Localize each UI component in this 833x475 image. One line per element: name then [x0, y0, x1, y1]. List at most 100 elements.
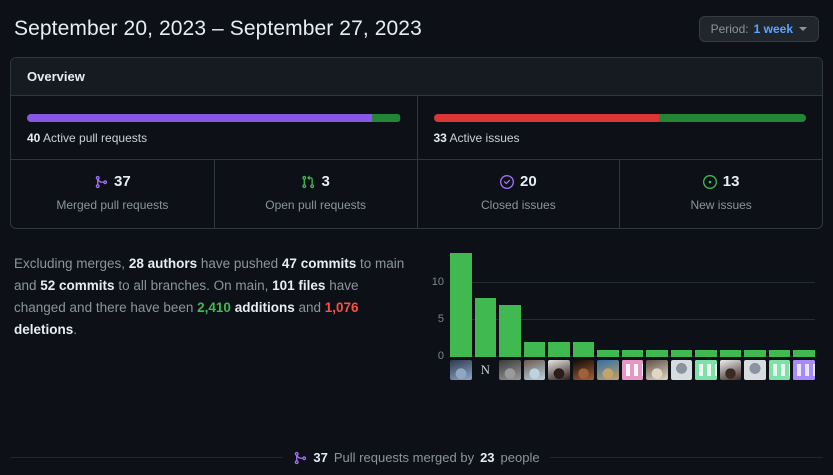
commits-summary-text: Excluding merges, 28 authors have pushed…	[14, 253, 414, 379]
bar[interactable]	[548, 342, 570, 357]
bar-column[interactable]	[523, 253, 546, 357]
y-axis-tick-label: 5	[437, 312, 444, 325]
bar[interactable]	[695, 349, 717, 357]
chevron-down-icon	[799, 26, 807, 31]
issue-closed-icon	[500, 174, 515, 189]
bar-column[interactable]	[621, 253, 644, 357]
bar-series	[450, 253, 815, 357]
avatar-10[interactable]	[670, 360, 693, 380]
commits-additions-word: additions	[230, 300, 295, 315]
stat-open-pull-requests[interactable]: 3 Open pull requests	[213, 160, 417, 228]
bar[interactable]	[523, 342, 546, 357]
bar-column[interactable]	[793, 253, 815, 357]
bar[interactable]	[744, 349, 766, 357]
avatar-14[interactable]	[768, 360, 791, 380]
bar-column[interactable]	[474, 253, 497, 357]
bar[interactable]	[474, 297, 497, 357]
overview-card-title: Overview	[11, 58, 822, 96]
contributor-avatars-row: N	[450, 360, 815, 380]
git-merge-icon	[293, 451, 307, 465]
active-issues-count: 33	[433, 131, 447, 145]
stat-open-label: Open pull requests	[265, 198, 366, 212]
chart-plot-area: 0 5 10	[432, 253, 815, 362]
footer-people-count: 23	[480, 450, 495, 465]
issues-progress-bar	[433, 114, 806, 122]
avatar-4[interactable]	[523, 360, 546, 380]
active-issues-section: 33 Active issues	[416, 96, 823, 159]
bar-column[interactable]	[548, 253, 570, 357]
bar-column[interactable]	[450, 253, 472, 357]
divider-right	[549, 457, 824, 458]
divider-left	[10, 457, 284, 458]
commits-t2: have pushed	[197, 256, 282, 271]
active-pull-requests-text: Active pull requests	[43, 131, 148, 145]
avatar-2[interactable]: N	[474, 360, 497, 380]
commits-main-count: 47 commits	[281, 256, 357, 271]
bar[interactable]	[597, 349, 619, 357]
commits-additions-count: 2,410	[197, 300, 231, 315]
avatar-5[interactable]	[548, 360, 570, 380]
avatar-11[interactable]	[695, 360, 717, 380]
pull-requests-progress-bar	[27, 114, 401, 122]
bar[interactable]	[621, 349, 644, 357]
stat-new-value: 13	[722, 173, 740, 190]
stat-closed-issues[interactable]: 20 Closed issues	[416, 160, 620, 228]
bar-column[interactable]	[768, 253, 791, 357]
period-dropdown-button[interactable]: Period: 1 week	[698, 15, 819, 42]
period-label: Period:	[710, 21, 749, 36]
active-issues-label: 33 Active issues	[434, 131, 807, 145]
stat-new-label: New issues	[690, 198, 752, 212]
footer-text: Pull requests merged by	[333, 450, 475, 465]
bar-column[interactable]	[719, 253, 742, 357]
avatar-1[interactable]	[450, 360, 472, 380]
bar-column[interactable]	[695, 253, 717, 357]
commits-deletions-count: 1,076	[324, 300, 359, 315]
bar[interactable]	[793, 349, 815, 357]
stat-open-value: 3	[321, 173, 330, 190]
bar-column[interactable]	[572, 253, 595, 357]
period-value: 1 week	[753, 21, 793, 36]
bar-column[interactable]	[499, 253, 521, 357]
issue-opened-icon	[702, 174, 717, 189]
stat-new-issues[interactable]: 13 New issues	[619, 160, 822, 228]
avatar-12[interactable]	[719, 360, 742, 380]
avatar-3[interactable]	[499, 360, 521, 380]
commits-t5: have changed and there have been	[14, 278, 359, 315]
commits-t6: and	[294, 300, 325, 315]
y-axis-tick-label: 10	[431, 275, 444, 288]
commits-authors: 28 authors	[128, 256, 198, 271]
avatar-13[interactable]	[744, 360, 766, 380]
bar-column[interactable]	[646, 253, 668, 357]
page-header: September 20, 2023 – September 27, 2023 …	[10, 0, 823, 57]
bar[interactable]	[499, 305, 521, 357]
stat-merged-pull-requests[interactable]: 37 Merged pull requests	[11, 160, 214, 228]
avatar-7[interactable]	[597, 360, 619, 380]
avatar-9[interactable]	[646, 360, 668, 380]
gridline: 5	[438, 313, 815, 325]
bar[interactable]	[768, 349, 791, 357]
avatar-15[interactable]	[793, 360, 815, 380]
git-merge-icon	[94, 175, 108, 189]
y-axis-tick-label: 0	[437, 350, 444, 362]
bar[interactable]	[572, 342, 595, 357]
commits-t3: to main and	[14, 256, 405, 293]
active-pull-requests-section: 40 Active pull requests	[11, 96, 417, 159]
bar[interactable]	[646, 349, 668, 357]
bar-column[interactable]	[744, 253, 766, 357]
overview-card: Overview 40 Active pull requests	[10, 57, 823, 229]
bar[interactable]	[450, 253, 472, 357]
bar[interactable]	[670, 349, 693, 357]
commits-deletions-word: deletions	[14, 322, 74, 337]
commits-t7: .	[73, 322, 78, 337]
overview-stats-row: 37 Merged pull requests 3 Open pull requ…	[11, 159, 822, 228]
avatar-6[interactable]	[572, 360, 595, 380]
avatar-8[interactable]	[621, 360, 644, 380]
stat-closed-label: Closed issues	[481, 198, 556, 212]
commits-all-count: 52 commits	[40, 278, 115, 293]
progress-segment-closed	[433, 114, 660, 122]
bar[interactable]	[719, 349, 742, 357]
bar-column[interactable]	[670, 253, 693, 357]
bar-column[interactable]	[597, 253, 619, 357]
git-pull-request-icon	[301, 175, 315, 189]
